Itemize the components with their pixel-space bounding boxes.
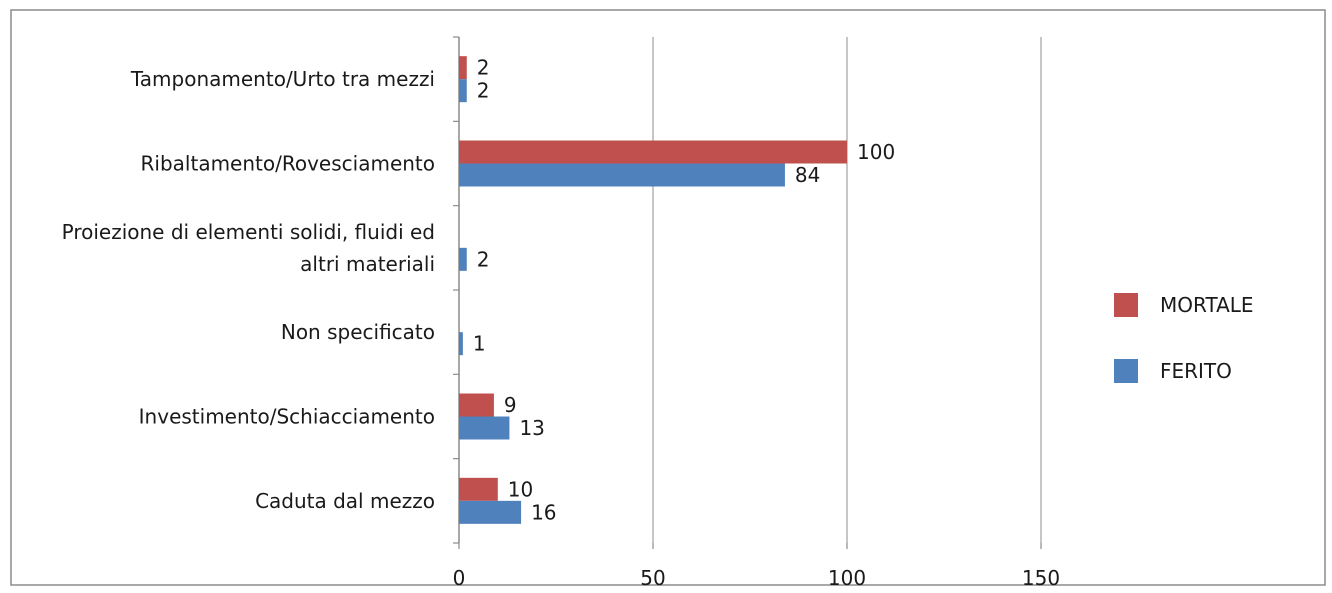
category-label: Caduta dal mezzo [255,489,435,513]
legend-label: MORTALE [1160,293,1254,317]
grid-lines [652,37,1042,543]
axes [453,36,1042,549]
x-tick-label: 150 [1022,566,1060,590]
data-label: 84 [795,163,820,187]
data-label: 2 [477,79,490,103]
bar-mortale [459,140,847,164]
category-label: Ribaltamento/Rovesciamento [141,152,435,176]
data-label: 100 [857,140,895,164]
bar-mortale [459,477,498,501]
x-tick-labels: 0 50 100 150 [453,566,1060,590]
bar-ferito [459,416,510,440]
x-tick-label: 0 [453,566,466,590]
bar-mortale [459,56,467,80]
bar-mortale [459,393,494,417]
bars [459,56,847,524]
x-tick-label: 100 [828,566,866,590]
bar-ferito [459,163,785,187]
data-label: 10 [508,477,533,501]
bar-ferito [459,500,522,524]
category-label: Investimento/Schiacciamento [139,405,435,429]
bar-ferito [459,79,467,103]
category-label: Tamponamento/Urto tra mezzi [130,67,435,91]
category-labels: Tamponamento/Urto tra mezzi Ribaltamento/… [62,67,435,513]
legend: MORTALE FERITO [1114,293,1254,383]
data-label: 1 [473,332,486,356]
chart-border [10,9,1326,586]
data-label: 2 [477,247,490,271]
data-label: 2 [477,56,490,80]
legend-swatch-mortale [1114,293,1138,317]
bar-ferito [459,332,463,356]
bar-ferito [459,247,467,271]
category-label: Non specificato [281,320,435,344]
data-label: 16 [531,500,556,524]
legend-label: FERITO [1160,359,1232,383]
data-label: 9 [504,393,517,417]
category-label: Proiezione di elementi solidi, fluidi ed… [62,220,435,276]
legend-swatch-ferito [1114,359,1138,383]
data-label: 13 [519,416,544,440]
x-tick-label: 50 [640,566,665,590]
